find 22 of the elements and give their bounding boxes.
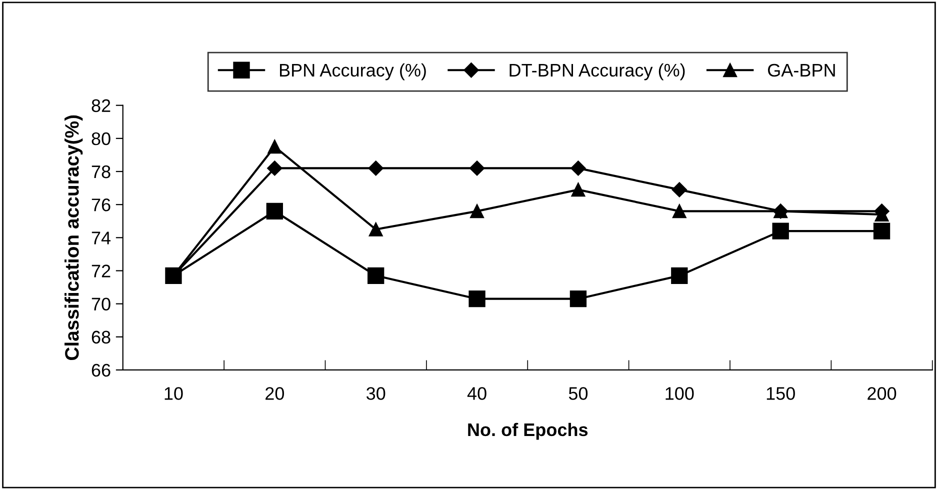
y-tick-label: 74 bbox=[92, 232, 111, 244]
y-tick-label: 76 bbox=[92, 198, 110, 212]
legend-label: BPN Accuracy (%) bbox=[280, 63, 426, 80]
y-tick-label: 80 bbox=[92, 132, 110, 146]
x-tick-label: 40 bbox=[467, 387, 486, 400]
y-tick-label: 66 bbox=[92, 364, 110, 377]
x-tick-label: 200 bbox=[868, 387, 896, 400]
x-tick-label: 150 bbox=[766, 387, 795, 400]
x-tick-label: 50 bbox=[568, 387, 588, 400]
x-tick-label: 30 bbox=[366, 387, 386, 400]
legend-label: DT-BPN Accuracy (%) bbox=[510, 63, 685, 80]
x-tick-label: 20 bbox=[266, 387, 284, 400]
y-axis-title: Classification accuracy(%) bbox=[64, 115, 83, 360]
y-tick-label: 70 bbox=[92, 298, 110, 311]
y-tick-label: 68 bbox=[92, 330, 110, 344]
y-tick-label: 82 bbox=[92, 99, 110, 112]
legend-label: GA-BPN bbox=[768, 64, 835, 77]
y-tick-label: 72 bbox=[92, 264, 110, 278]
x-axis-title: No. of Epochs bbox=[468, 422, 588, 440]
x-tick-label: 100 bbox=[666, 387, 694, 400]
x-tick-label: 10 bbox=[164, 387, 183, 400]
y-tick-label: 78 bbox=[92, 165, 110, 178]
